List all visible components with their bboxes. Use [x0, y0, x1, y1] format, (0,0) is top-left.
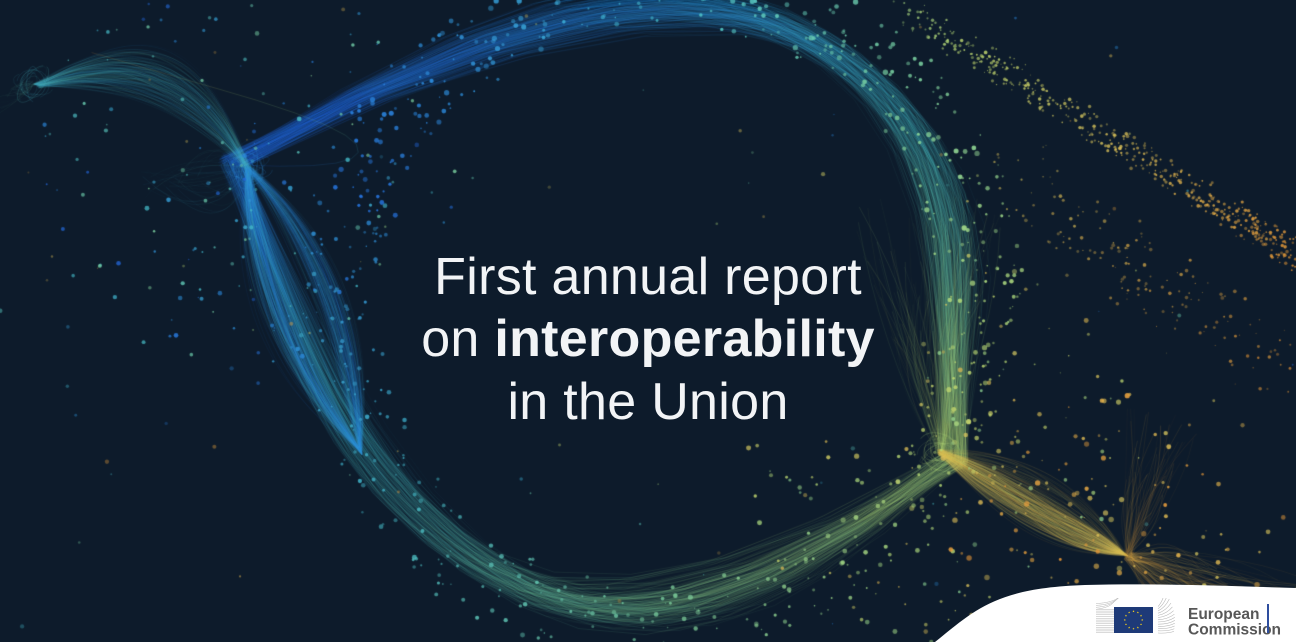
- svg-text:European: European: [1188, 606, 1259, 623]
